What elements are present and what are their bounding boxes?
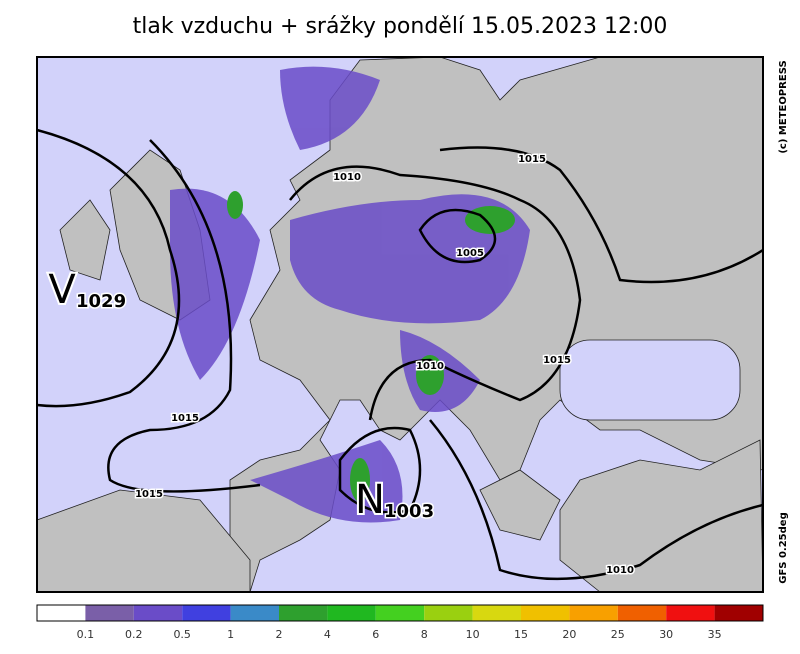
isobar-label: 1005: [456, 248, 484, 259]
scale-swatch: [230, 605, 279, 621]
scale-swatch: [569, 605, 618, 621]
scale-swatch: [472, 605, 521, 621]
scale-swatch: [424, 605, 473, 621]
heavy-precipitation: [227, 191, 515, 502]
isobar-label: 1015: [543, 355, 571, 366]
scale-swatch: [666, 605, 715, 621]
pressure-centers: V 1029 N 1003: [46, 265, 435, 525]
map-frame: [36, 56, 764, 593]
scale-frame: [36, 604, 764, 622]
isobar-label: 1015: [135, 489, 163, 500]
land: [36, 56, 764, 593]
scale-swatch: [37, 605, 86, 621]
credit-source: (c) METEOPRESS: [778, 60, 789, 153]
black-sea: [559, 339, 741, 421]
pressure-labels: 1015 1010 1005 1010 1015 1015 1015 1010: [134, 153, 636, 578]
center-value: 1003: [384, 501, 434, 522]
scale-label: 20: [562, 628, 576, 641]
scale-swatch: [714, 605, 763, 621]
scale-label: 8: [421, 628, 428, 641]
scale-label: 0.5: [173, 628, 191, 641]
map: 1015 1010 1005 1010 1015 1015 1015 1010 V 1029 N 1…: [36, 56, 764, 593]
center-letter: V: [48, 267, 76, 313]
isobar-label: 1015: [518, 154, 546, 165]
scale-swatch: [85, 605, 134, 621]
color-scale: 0.1 0.2 0.5 1 2 4 6 8 10 15 20 25 30 35: [36, 604, 764, 641]
scale-label: 1: [227, 628, 234, 641]
scale-label: 4: [324, 628, 331, 641]
center-letter: N: [355, 477, 385, 523]
scale-label: 15: [514, 628, 528, 641]
isobar-label: 1010: [606, 565, 634, 576]
scale-swatch: [521, 605, 570, 621]
scale-label: 30: [659, 628, 673, 641]
isobars: [36, 128, 764, 581]
scale-label: 25: [611, 628, 625, 641]
scale-swatch: [182, 605, 231, 621]
isobar-label: 1010: [416, 361, 444, 372]
scale-swatch: [133, 605, 183, 621]
scale-label: 10: [466, 628, 480, 641]
scale-swatch: [327, 605, 376, 621]
scale-label: 0.2: [125, 628, 143, 641]
center-value: 1029: [76, 291, 126, 312]
scale-swatch: [617, 605, 667, 621]
scale-label: 6: [372, 628, 379, 641]
scale-label: 35: [708, 628, 722, 641]
map-title: tlak vzduchu + srážky pondělí 15.05.2023…: [133, 14, 668, 39]
scale-label: 2: [276, 628, 283, 641]
scale-swatch: [375, 605, 425, 621]
isobar-label: 1015: [171, 413, 199, 424]
isobar-label: 1010: [333, 172, 361, 183]
scale-label: 0.1: [77, 628, 95, 641]
credit-model: GFS 0.25deg: [778, 512, 789, 584]
scale-swatch: [279, 605, 328, 621]
